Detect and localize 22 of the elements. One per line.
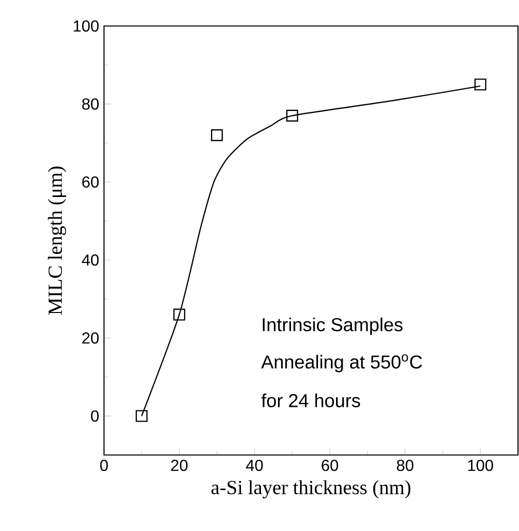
y-tick-label: 0 <box>91 410 99 422</box>
point <box>210 129 223 142</box>
annotation: Annealing at 550$^{o}$C <box>261 354 422 372</box>
point <box>286 110 298 122</box>
x-tick-label: 40 <box>246 460 263 472</box>
x-tick-label: 100 <box>468 460 494 472</box>
x-axis-title: a-Si layer thickness (nm) <box>211 480 410 498</box>
point <box>136 410 148 422</box>
y-tick-label: 100 <box>74 20 99 32</box>
x-tick-label: 0 <box>100 460 108 472</box>
x-tick-label: 20 <box>171 460 188 472</box>
y-tick-label: 40 <box>82 254 99 266</box>
annotation: Intrinsic Samples <box>262 318 403 335</box>
point <box>474 78 486 90</box>
x-tick-label: 80 <box>396 460 414 472</box>
y-axis-title: MILC length (μm) <box>48 166 66 315</box>
x-tick-label: 60 <box>322 460 338 472</box>
point <box>173 308 186 321</box>
y-tick-label: 20 <box>82 332 99 344</box>
y-tick-label: 80 <box>82 98 99 110</box>
annotation: for 24 hours <box>261 394 360 408</box>
y-tick-label: 60 <box>82 176 99 188</box>
